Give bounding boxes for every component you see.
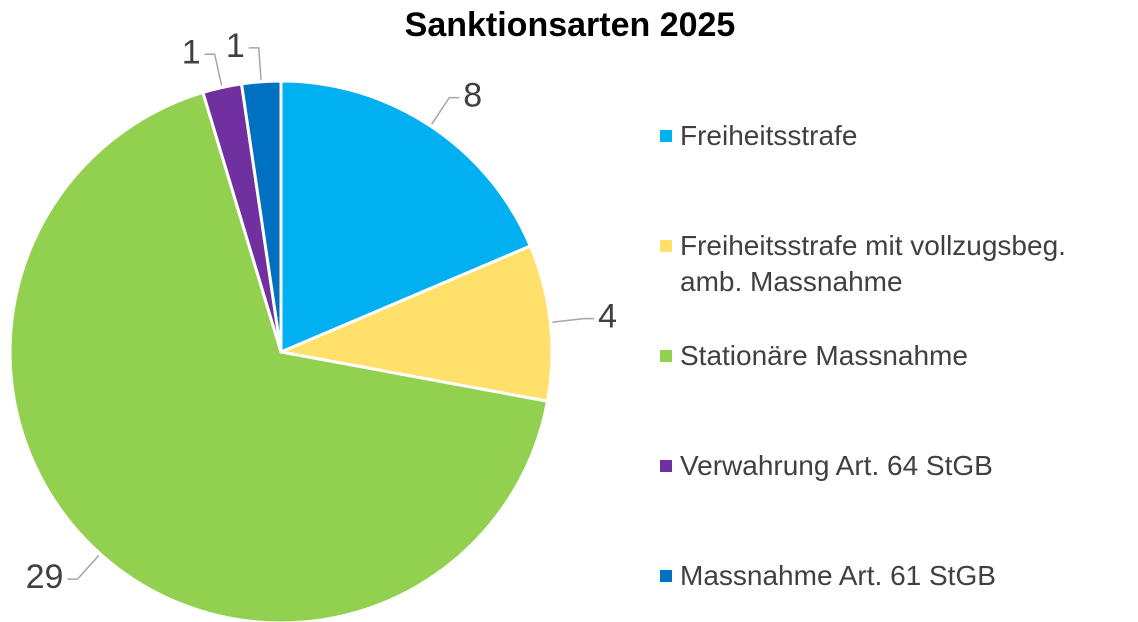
leader-line xyxy=(67,554,100,580)
legend-swatch xyxy=(660,350,672,362)
legend-swatch xyxy=(660,460,672,472)
legend-swatch xyxy=(660,130,672,142)
pie-slice xyxy=(275,244,554,403)
data-label: 1 xyxy=(226,27,245,65)
leader-line xyxy=(431,96,460,125)
data-label: 8 xyxy=(463,77,482,115)
data-label: 29 xyxy=(26,558,64,596)
legend-label: Freiheitsstrafe xyxy=(680,120,858,151)
pie-slice xyxy=(8,90,550,622)
legend-item: Stationäre Massnahme xyxy=(660,338,1120,374)
legend-item: Verwahrung Art. 64 StGB xyxy=(660,448,1120,484)
legend-label: Verwahrung Art. 64 StGB xyxy=(680,450,993,481)
leader-line xyxy=(204,53,223,86)
pie-slice xyxy=(279,79,533,355)
leader-line xyxy=(248,47,262,80)
data-label: 1 xyxy=(182,33,201,71)
legend-label: Stationäre Massnahme xyxy=(680,340,968,371)
legend-swatch xyxy=(660,570,672,582)
leader-line xyxy=(552,317,595,323)
legend-item: Massnahme Art. 61 StGB xyxy=(660,558,1120,594)
data-label: 4 xyxy=(598,298,617,336)
pie-slice xyxy=(239,79,283,353)
legend-label: Massnahme Art. 61 StGB xyxy=(680,560,996,591)
legend-swatch xyxy=(660,240,672,252)
legend-item: Freiheitsstrafe mit vollzugsbeg. amb. Ma… xyxy=(660,228,1120,300)
chart-title: Sanktionsarten 2025 xyxy=(405,6,736,44)
legend-label: Freiheitsstrafe mit vollzugsbeg. amb. Ma… xyxy=(680,230,1066,297)
legend-item: Freiheitsstrafe xyxy=(660,118,1120,154)
